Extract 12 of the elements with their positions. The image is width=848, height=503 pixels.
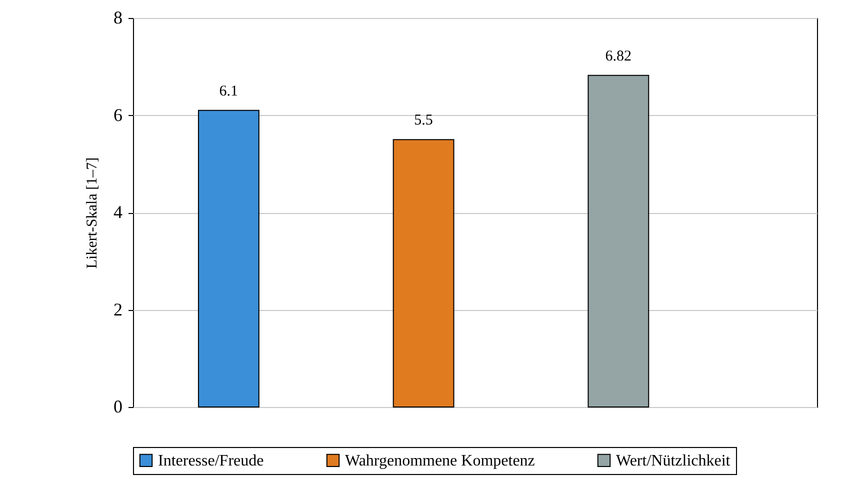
- legend-label: Interesse/Freude: [158, 452, 264, 470]
- legend-label: Wahrgenommene Kompetenz: [345, 452, 535, 470]
- y-axis-title: Likert-Skala [1–7]: [84, 157, 100, 269]
- data-label: 6.82: [605, 48, 632, 64]
- y-tick-label: 2: [114, 299, 122, 320]
- legend-label: Wert/Nützlichkeit: [616, 452, 731, 470]
- y-tick-label: 4: [114, 202, 122, 222]
- data-label: 5.5: [414, 112, 433, 129]
- data-label: 6.1: [219, 83, 238, 100]
- y-tick-label: 8: [114, 8, 122, 28]
- y-tick-label: 0: [114, 396, 122, 416]
- y-tick-label: 6: [114, 104, 122, 125]
